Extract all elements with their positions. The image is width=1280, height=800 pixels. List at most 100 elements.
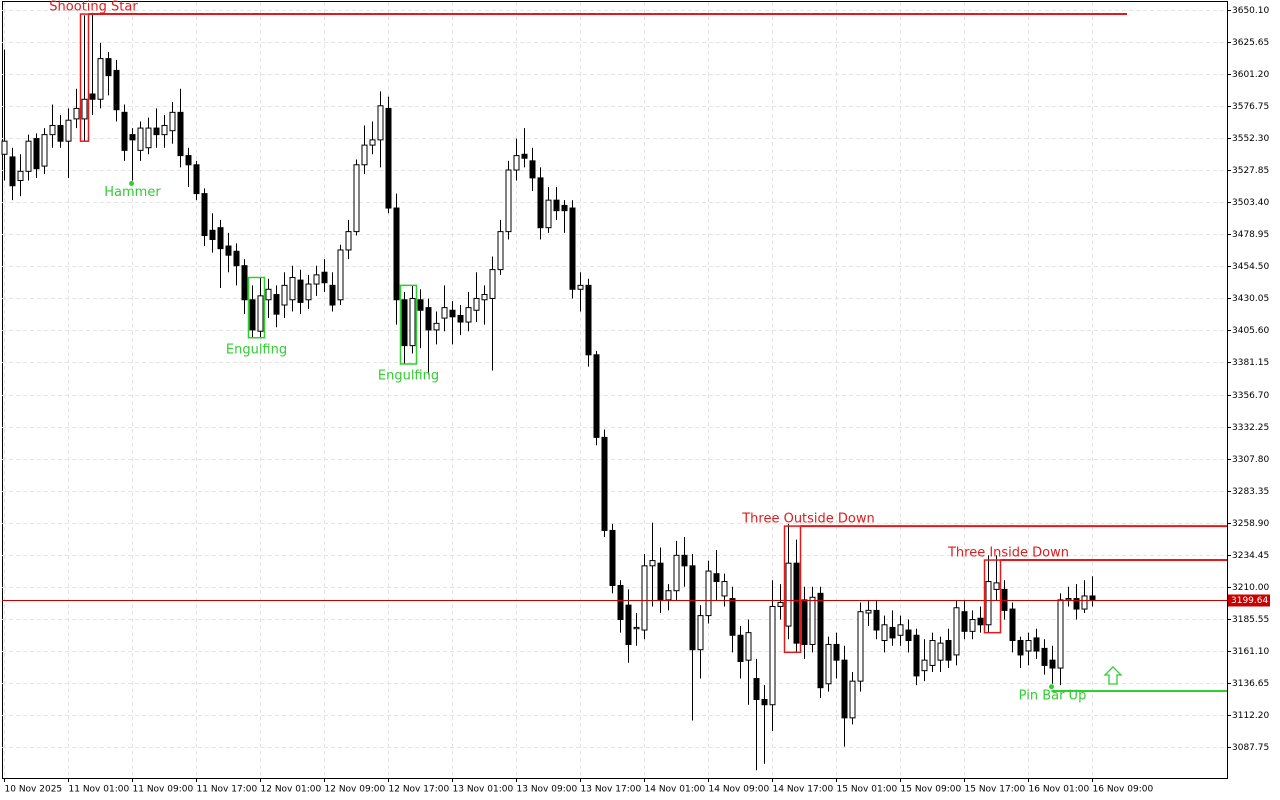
pattern-label: Three Inside Down [947,546,1069,561]
candle-body [729,598,736,636]
candle-body [921,659,928,672]
candle-body [209,229,216,240]
candle-body [313,274,320,285]
y-tick-label: 3258.90 [1232,519,1269,529]
candle-body [305,283,312,301]
candle-body [1057,599,1064,669]
x-tick-label: 11 Nov 09:00 [133,785,194,795]
candle-body [993,582,1000,590]
candle-body [657,562,664,601]
last-price-label: 3199.64 [1231,596,1268,606]
candle-body [105,58,112,77]
y-tick-label: 3332.25 [1232,423,1269,433]
candle-body [385,107,392,209]
candle-body [665,590,672,601]
candle-body [817,592,824,689]
candle-body [257,295,264,332]
candle-body [897,624,904,636]
candle-body [345,231,352,251]
candle-body [217,227,224,250]
candle-body [617,584,624,621]
candle-body [17,170,24,182]
candle-body [49,124,56,136]
candle-body [825,643,832,685]
candle-body [89,93,96,100]
candle-body [401,299,408,347]
candle-body [889,626,896,639]
candle-body [457,314,464,323]
candle-body [953,607,960,656]
candle-body [425,307,432,331]
candle-body [561,204,568,212]
pattern-box [79,13,90,142]
y-tick-label: 3430.05 [1232,294,1269,304]
candle-body [793,562,800,644]
candle-body [145,127,152,149]
x-tick-label: 15 Nov 01:00 [837,785,898,795]
candle-body [161,124,168,136]
candle-body [505,169,512,233]
candle-body [929,640,936,666]
pattern-dot [1049,684,1054,690]
last-price-box [1228,594,1270,607]
candle-body [553,199,560,212]
candle-body [769,605,776,706]
candle-body [65,119,72,142]
candle-body [233,250,240,267]
candle-body [673,554,680,592]
candle-body [185,155,192,166]
candle-body [409,297,416,347]
y-tick-label: 3283.35 [1232,487,1269,497]
candle-body [41,134,48,167]
candle-body [593,354,600,438]
y-tick-label: 3454.50 [1232,262,1269,272]
candle-body [1089,595,1096,601]
candle-body [777,602,784,607]
candle-body [649,560,656,567]
candle-body [753,678,760,700]
candle-body [681,554,688,567]
candle-body [465,307,472,323]
candle-body [849,680,856,719]
candle-body [601,436,608,531]
pattern-label: Hammer [104,185,161,200]
pattern-box [247,276,266,339]
candle-body [809,596,816,645]
candle-body [73,107,80,120]
y-tick-label: 3503.40 [1232,198,1269,208]
y-tick-label: 3161.10 [1232,647,1269,657]
candle-body [761,698,768,706]
candle-body [937,642,944,661]
candle-body [705,570,712,617]
y-tick-label: 3356.70 [1232,391,1269,401]
pattern-label: Three Outside Down [741,512,875,527]
candle-body [801,599,808,645]
candle-body [281,284,288,306]
pattern-label: Shooting Star [49,0,138,15]
candle-body [321,271,328,284]
candle-body [449,309,456,318]
candle-body [529,160,536,179]
candle-body [969,619,976,632]
candle-body [1081,595,1088,610]
x-tick-label: 12 Nov 17:00 [389,785,450,795]
y-tick-label: 3576.75 [1232,102,1269,112]
candle-body [545,199,552,229]
pattern-box [983,559,1002,634]
candle-body [81,98,88,120]
candle-body [497,231,504,271]
candle-body [417,299,424,311]
candle-body [1017,640,1024,656]
y-tick-label: 3307.80 [1232,455,1269,465]
candle-body [369,139,376,146]
candle-body [489,269,496,299]
plot-frame [2,1,1228,779]
x-tick-label: 13 Nov 09:00 [517,785,578,795]
candle-body [521,153,528,159]
candle-body [945,640,952,661]
candle-body [609,529,616,586]
candle-body [873,609,880,631]
candle-body [481,294,488,301]
pattern-label: Engulfing [378,368,439,383]
